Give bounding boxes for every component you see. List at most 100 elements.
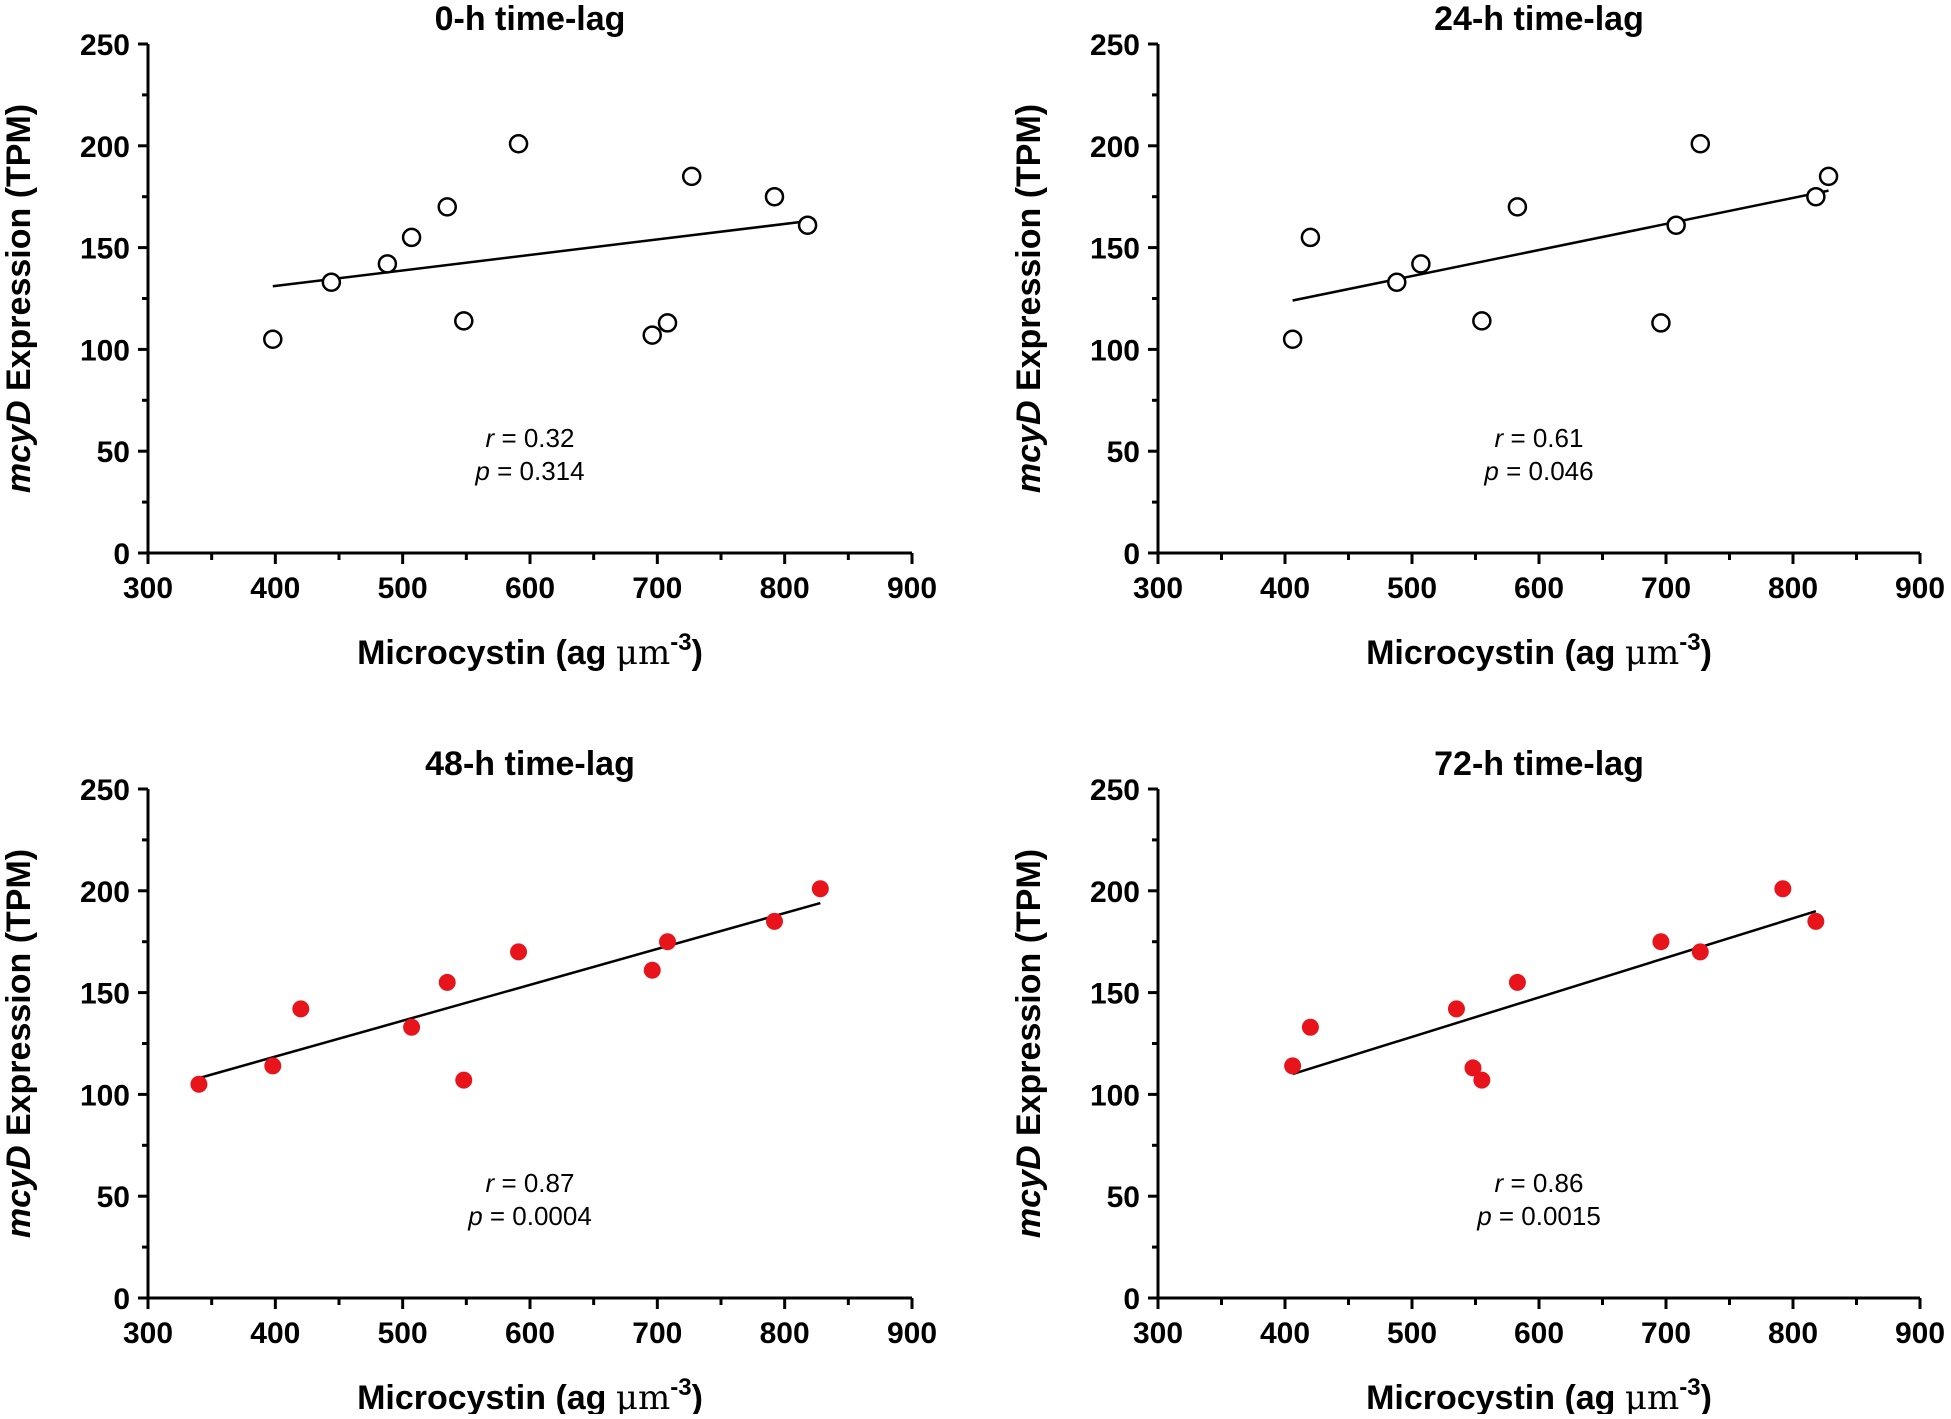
y-tick-label: 200 — [1090, 876, 1140, 909]
data-point — [765, 912, 783, 930]
x-axis-label-close: ) — [1701, 634, 1712, 672]
x-tick-label: 700 — [632, 1317, 682, 1350]
data-point — [1472, 311, 1492, 331]
data-point — [811, 880, 829, 898]
data-point — [510, 943, 528, 961]
x-tick-label: 600 — [505, 1317, 555, 1350]
data-point — [190, 1075, 208, 1093]
x-tick-label: 400 — [250, 572, 300, 605]
x-tick-label: 300 — [1133, 1317, 1183, 1350]
panel-title: 48-h time-lag — [425, 745, 635, 783]
x-tick-label: 600 — [1514, 572, 1564, 605]
stat-p: p = 0.314 — [474, 456, 584, 486]
y-axis-label-gene: mcyD — [1010, 1146, 1048, 1239]
x-tick-label: 800 — [760, 572, 810, 605]
x-axis-label-main: Microcystin (ag — [357, 1379, 616, 1414]
stat-p: p = 0.046 — [1483, 456, 1593, 486]
y-tick-label: 0 — [113, 1283, 130, 1316]
x-tick-label: 900 — [1895, 572, 1945, 605]
data-point — [659, 933, 677, 951]
x-axis-label-main: Microcystin (ag — [357, 634, 616, 672]
y-tick-label: 250 — [80, 774, 130, 807]
x-axis-label-sup: -3 — [670, 1374, 691, 1401]
data-point — [1807, 912, 1825, 930]
data-point — [764, 186, 785, 207]
y-tick-label: 150 — [80, 978, 130, 1011]
x-tick-label: 300 — [1133, 572, 1183, 605]
x-tick-label: 800 — [1768, 1317, 1818, 1350]
stat-r-value: = 0.32 — [494, 423, 574, 453]
data-point — [1774, 880, 1792, 898]
y-axis-label-rest: Expression (TPM) — [0, 104, 38, 401]
data-point — [455, 1071, 473, 1089]
data-point — [377, 254, 398, 274]
stat-p-label: p — [467, 1201, 482, 1231]
stat-r: r = 0.32 — [486, 423, 575, 453]
data-point — [454, 311, 474, 331]
data-point — [1508, 973, 1526, 991]
chart-panel-1: 0-h time-lag 0 50 100 150 200 250 300 400 500 600 7… — [0, 0, 937, 673]
regression-line — [1292, 909, 1817, 1076]
regression-line — [1292, 189, 1829, 302]
regression-line — [198, 901, 821, 1080]
data-point — [263, 329, 283, 349]
x-tick-label: 900 — [887, 1317, 937, 1350]
y-tick-label: 250 — [80, 29, 130, 62]
x-axis-label-unit: μm — [616, 1378, 670, 1414]
x-tick-label: 700 — [1641, 1317, 1691, 1350]
stat-r-label: r — [486, 1168, 496, 1198]
data-point — [1691, 943, 1709, 961]
x-tick-label: 400 — [1260, 1317, 1310, 1350]
y-tick-label: 100 — [80, 1079, 130, 1112]
stat-r-label: r — [1495, 1168, 1505, 1198]
data-point — [1507, 197, 1528, 217]
y-axis-label: mcyD Expression (TPM) — [1010, 104, 1048, 493]
y-tick-label: 250 — [1090, 774, 1140, 807]
x-tick-label: 400 — [250, 1317, 300, 1350]
data-point — [1651, 313, 1671, 333]
x-axis-label-unit: μm — [1625, 1378, 1679, 1414]
stat-p-value: = 0.314 — [490, 456, 585, 486]
y-axis-label-rest: Expression (TPM) — [1010, 849, 1048, 1146]
data-point — [437, 197, 457, 217]
stat-p-label: p — [474, 456, 489, 486]
y-tick-label: 50 — [97, 436, 130, 469]
y-axis-label-rest: Expression (TPM) — [0, 849, 38, 1146]
data-point — [1301, 1018, 1319, 1036]
x-axis-label-main: Microcystin (ag — [1366, 1379, 1625, 1414]
x-axis-label-unit: μm — [1625, 633, 1679, 673]
data-point — [1666, 215, 1686, 235]
panel-title: 0-h time-lag — [435, 0, 626, 38]
y-tick-label: 100 — [1090, 1079, 1140, 1112]
y-tick-label: 0 — [1123, 538, 1140, 571]
x-tick-label: 400 — [1260, 572, 1310, 605]
x-axis-label-main: Microcystin (ag — [1366, 634, 1625, 672]
x-axis-label: Microcystin (ag μm-3) — [357, 629, 703, 673]
data-point — [1447, 1000, 1465, 1018]
y-axis-label-gene: mcyD — [1010, 401, 1048, 494]
x-tick-label: 700 — [1641, 572, 1691, 605]
y-tick-label: 50 — [1107, 1181, 1140, 1214]
chart-panel-2: 24-h time-lag 0 50 100 150 200 250 300 400 500 600… — [1010, 0, 1945, 673]
x-tick-label: 900 — [887, 572, 937, 605]
y-tick-label: 200 — [80, 131, 130, 164]
regression-line — [272, 219, 808, 288]
data-point — [1300, 227, 1321, 248]
x-axis-label-sup: -3 — [1679, 1374, 1700, 1401]
data-point — [403, 1018, 421, 1036]
data-point — [1411, 254, 1431, 274]
y-tick-label: 100 — [1090, 334, 1140, 367]
x-tick-label: 500 — [378, 1317, 428, 1350]
y-tick-label: 200 — [1090, 131, 1140, 164]
stat-r-value: = 0.87 — [494, 1168, 574, 1198]
x-tick-label: 800 — [760, 1317, 810, 1350]
x-axis-label: Microcystin (ag μm-3) — [357, 1374, 703, 1414]
y-tick-label: 150 — [1090, 978, 1140, 1011]
stat-p-label: p — [1483, 456, 1498, 486]
y-axis-label: mcyD Expression (TPM) — [0, 104, 38, 493]
y-axis-label-gene: mcyD — [0, 401, 38, 494]
x-axis-label-close: ) — [1701, 1379, 1712, 1414]
data-point — [438, 973, 456, 991]
data-point — [1806, 186, 1826, 207]
chart-panel-3: 48-h time-lag 0 50 100 150 200 250 300 400 500 600… — [0, 745, 937, 1418]
